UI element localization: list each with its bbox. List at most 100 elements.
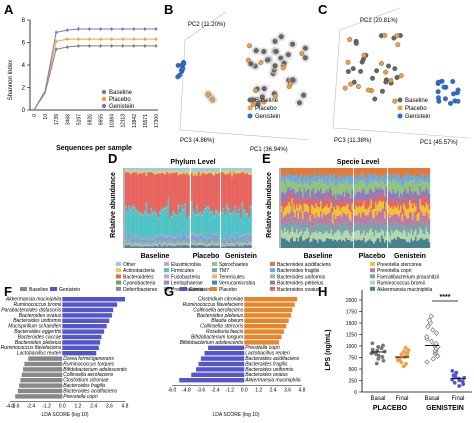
stack-segment — [187, 216, 190, 237]
stack-segment — [239, 237, 242, 242]
stack-segment — [282, 168, 285, 177]
stack-segment — [367, 200, 370, 208]
stack-segment — [182, 243, 185, 245]
stack-segment — [288, 225, 291, 234]
stack-segment — [125, 206, 127, 208]
legend-marker-baseline — [247, 97, 253, 103]
stack-segment — [369, 168, 371, 174]
stack-segment — [138, 239, 141, 243]
stack-segment — [407, 203, 410, 209]
stack-segment — [324, 198, 327, 207]
stack-segment — [176, 242, 178, 243]
stack-segment — [392, 189, 395, 202]
lda-bar — [204, 351, 245, 356]
pcoa-point-baseline — [394, 75, 400, 80]
stack-segment — [218, 173, 221, 213]
a-point — [121, 27, 125, 31]
stack-segment — [172, 210, 175, 212]
stack-segment — [379, 226, 382, 233]
stack-segment — [238, 242, 240, 244]
legend-item: Bacteroides acidifaciens — [277, 262, 331, 268]
stack-segment — [147, 243, 149, 245]
stack-segment — [157, 239, 160, 244]
stack-segment — [302, 203, 304, 212]
stack-segment — [291, 188, 294, 194]
stack-segment — [394, 221, 396, 232]
stack-segment — [394, 193, 396, 203]
stack-segment — [222, 245, 225, 247]
pcoa-point-baseline — [374, 68, 380, 74]
stack-segment — [150, 170, 153, 173]
stack-segment — [133, 205, 136, 207]
stack-segment — [164, 244, 166, 248]
stack-segment — [389, 192, 392, 202]
lda-xtick-label: 1.2 — [74, 404, 81, 410]
stack-segment — [330, 202, 333, 208]
stack-segment — [172, 246, 175, 248]
stack-segment — [314, 173, 316, 181]
stack-segment — [335, 232, 337, 240]
stack-segment — [157, 218, 160, 220]
stack-segment — [338, 199, 340, 207]
h-xcat-2: Basal — [424, 396, 439, 402]
stack-segment — [182, 209, 185, 211]
legend-item: Elusimicrobia — [171, 262, 201, 268]
stack-segment — [341, 184, 343, 196]
stack-segment — [136, 236, 139, 237]
stack-segment — [169, 217, 172, 219]
stack-segment — [360, 180, 362, 193]
stack-segment — [196, 235, 198, 237]
stack-segment — [202, 238, 205, 243]
stack-segment — [138, 246, 141, 248]
h-point — [402, 349, 406, 354]
stack-segment — [389, 168, 392, 176]
stack-segment — [302, 219, 304, 229]
stack-segment — [302, 185, 304, 199]
stack-segment — [345, 229, 348, 238]
lda-label: Akkermansia muciniphila — [5, 297, 62, 303]
stack-segment — [145, 242, 148, 244]
legend-marker-genistein — [101, 103, 107, 109]
stack-segment — [357, 178, 359, 185]
stack-segment — [309, 168, 312, 180]
stack-segment — [216, 211, 219, 213]
legend-marker-placebo — [101, 96, 107, 102]
panel-label-a: A — [4, 2, 14, 17]
stack-segment — [130, 238, 132, 239]
stack-segment — [302, 240, 304, 248]
a-point — [154, 37, 158, 41]
stack-segment — [403, 176, 405, 185]
stack-segment — [413, 212, 416, 223]
stack-segment — [145, 168, 148, 173]
stack-segment — [206, 174, 209, 206]
stack-segment — [157, 237, 160, 239]
stack-segment — [152, 173, 155, 212]
lda-label: Bacteroides eggerthii — [14, 329, 62, 335]
stack-segment — [284, 177, 286, 185]
stack-segment — [416, 220, 419, 229]
stack-segment — [159, 168, 161, 171]
stack-segment — [201, 215, 204, 235]
stack-segment — [186, 245, 189, 248]
stack-segment — [347, 168, 349, 177]
stack-segment — [348, 218, 351, 228]
stack-segment — [284, 221, 286, 228]
stack-segment — [370, 207, 373, 220]
stack-segment — [397, 198, 399, 206]
stack-segment — [236, 214, 239, 233]
stack-segment — [321, 202, 324, 210]
stack-segment — [327, 224, 330, 234]
stack-segment — [159, 173, 161, 211]
legend-swatch — [164, 268, 169, 273]
stack-segment — [222, 243, 225, 245]
stack-segment — [389, 207, 392, 218]
stack-segment — [229, 238, 232, 244]
stack-segment — [241, 236, 244, 238]
stack-segment — [140, 246, 143, 248]
stack-segment — [164, 168, 166, 172]
stack-segment — [133, 242, 136, 244]
legend-swatch — [164, 286, 169, 291]
stack-segment — [140, 243, 143, 245]
a-point — [132, 44, 136, 48]
stack-segment — [422, 223, 425, 234]
